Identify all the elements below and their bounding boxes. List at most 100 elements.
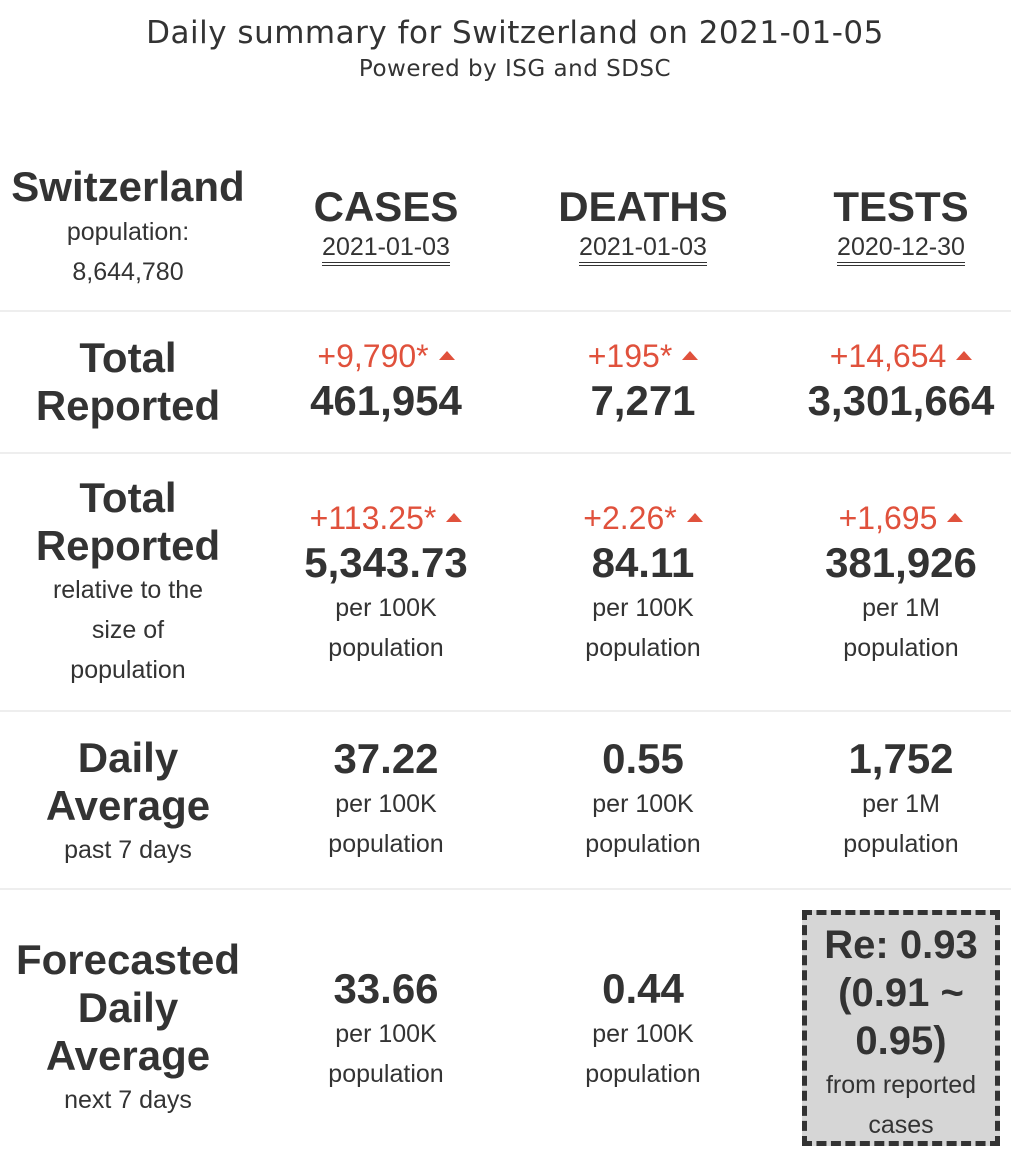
re-value-box: Re: 0.93 (0.91 ~ 0.95) from reported cas…: [802, 910, 1000, 1146]
unit-line: per 100K: [592, 790, 694, 818]
column-date-cases: 2021-01-03: [322, 232, 450, 266]
triangle-up-icon: [686, 513, 703, 523]
delta-value: +1,695: [772, 498, 1011, 538]
forecast-value: 0.44: [602, 965, 684, 1012]
unit-line: population: [585, 830, 701, 858]
re-source-line: cases: [868, 1111, 934, 1139]
delta-value: +195*: [514, 336, 772, 376]
forecast-cases-cell: 33.66 per 100K population: [256, 890, 516, 1161]
triangle-up-icon: [682, 351, 699, 361]
delta-text: +14,654: [829, 338, 947, 374]
total-reported-deaths-cell: +195* 7,271: [514, 312, 772, 452]
unit-line: population: [328, 634, 444, 662]
row-separator: [0, 452, 1011, 454]
row-subtitle-line: next 7 days: [64, 1086, 192, 1114]
unit-line: population: [585, 1060, 701, 1088]
column-header-tests: TESTS 2020-12-30: [772, 160, 1011, 310]
row-subtitle-line: population: [70, 656, 186, 684]
delta-value: +14,654: [772, 336, 1011, 376]
unit-line: per 100K: [335, 790, 437, 818]
column-label-tests: TESTS: [833, 183, 969, 230]
relative-cases-cell: +113.25* 5,343.73 per 100K population: [256, 454, 516, 710]
unit-line: per 100K: [592, 1020, 694, 1048]
relative-value: 84.11: [591, 539, 695, 586]
delta-text: +113.25*: [309, 500, 437, 536]
unit-line: population: [843, 634, 959, 662]
unit-line: per 100K: [592, 594, 694, 622]
relative-deaths-cell: +2.26* 84.11 per 100K population: [514, 454, 772, 710]
unit-line: per 1M: [862, 790, 940, 818]
relative-value: 5,343.73: [304, 539, 468, 586]
population-label: population:: [66, 218, 190, 246]
daily-average-tests-cell: 1,752 per 1M population: [772, 712, 1011, 888]
forecast-deaths-cell: 0.44 per 100K population: [514, 890, 772, 1161]
page-title: Daily summary for Switzerland on 2021-01…: [146, 15, 884, 51]
page-header: Daily summary for Switzerland on 2021-01…: [0, 12, 1011, 84]
delta-text: +9,790*: [317, 338, 429, 374]
daily-average-cases-cell: 37.22 per 100K population: [256, 712, 516, 888]
re-value-line: Re: 0.93: [824, 923, 978, 967]
row-title-line: Reported: [35, 382, 221, 429]
column-date-deaths: 2021-01-03: [579, 232, 707, 266]
relative-value: 381,926: [825, 539, 977, 586]
row-label-forecast: Forecasted Daily Average next 7 days: [0, 890, 256, 1161]
total-reported-cases-cell: +9,790* 461,954: [256, 312, 516, 452]
re-source-line: from reported: [825, 1071, 977, 1099]
column-header-cases: CASES 2021-01-03: [256, 160, 516, 310]
page-subtitle: Powered by ISG and SDSC: [358, 56, 672, 82]
row-subtitle-line: past 7 days: [64, 836, 192, 864]
row-separator: [0, 888, 1011, 890]
forecast-value: 33.66: [333, 965, 439, 1012]
column-date-tests: 2020-12-30: [837, 232, 965, 266]
delta-text: +195*: [587, 338, 673, 374]
unit-line: population: [328, 1060, 444, 1088]
row-separator: [0, 710, 1011, 712]
column-label-cases: CASES: [313, 183, 459, 230]
re-range-line: (0.91 ~: [838, 971, 964, 1015]
delta-value: +113.25*: [256, 498, 516, 538]
row-title-line: Daily: [77, 984, 179, 1031]
column-label-deaths: DEATHS: [558, 183, 728, 230]
column-header-deaths: DEATHS 2021-01-03: [514, 160, 772, 310]
country-cell: Switzerland population: 8,644,780: [0, 160, 256, 310]
delta-text: +2.26*: [583, 500, 677, 536]
delta-text: +1,695: [838, 500, 938, 536]
total-reported-tests-cell: +14,654 3,301,664: [772, 312, 1011, 452]
row-title-line: Average: [45, 782, 211, 829]
row-title-line: Reported: [35, 522, 221, 569]
row-label-total-reported: Total Reported: [0, 312, 256, 452]
unit-line: population: [585, 634, 701, 662]
row-title-line: Forecasted: [15, 936, 241, 983]
country-name: Switzerland: [11, 163, 245, 210]
re-range-line: 0.95): [855, 1019, 947, 1063]
triangle-up-icon: [446, 513, 463, 523]
total-value: 3,301,664: [807, 377, 995, 424]
row-title-line: Total: [79, 474, 177, 521]
average-value: 0.55: [602, 735, 684, 782]
average-value: 37.22: [333, 735, 439, 782]
row-label-daily-average: Daily Average past 7 days: [0, 712, 256, 888]
row-title-line: Daily: [77, 734, 179, 781]
total-value: 461,954: [310, 377, 462, 424]
row-subtitle-line: size of: [91, 616, 165, 644]
row-title-line: Total: [79, 334, 177, 381]
total-value: 7,271: [590, 377, 696, 424]
unit-line: population: [328, 830, 444, 858]
triangle-up-icon: [438, 351, 455, 361]
unit-line: per 100K: [335, 594, 437, 622]
triangle-up-icon: [947, 513, 964, 523]
unit-line: per 1M: [862, 594, 940, 622]
unit-line: per 100K: [335, 1020, 437, 1048]
delta-value: +9,790*: [256, 336, 516, 376]
daily-average-deaths-cell: 0.55 per 100K population: [514, 712, 772, 888]
row-subtitle-line: relative to the: [52, 576, 204, 604]
population-value: 8,644,780: [72, 258, 184, 286]
unit-line: population: [843, 830, 959, 858]
average-value: 1,752: [848, 735, 954, 782]
row-separator: [0, 310, 1011, 312]
row-title-line: Average: [45, 1032, 211, 1079]
triangle-up-icon: [956, 351, 973, 361]
row-label-relative: Total Reported relative to the size of p…: [0, 454, 256, 710]
delta-value: +2.26*: [514, 498, 772, 538]
relative-tests-cell: +1,695 381,926 per 1M population: [772, 454, 1011, 710]
